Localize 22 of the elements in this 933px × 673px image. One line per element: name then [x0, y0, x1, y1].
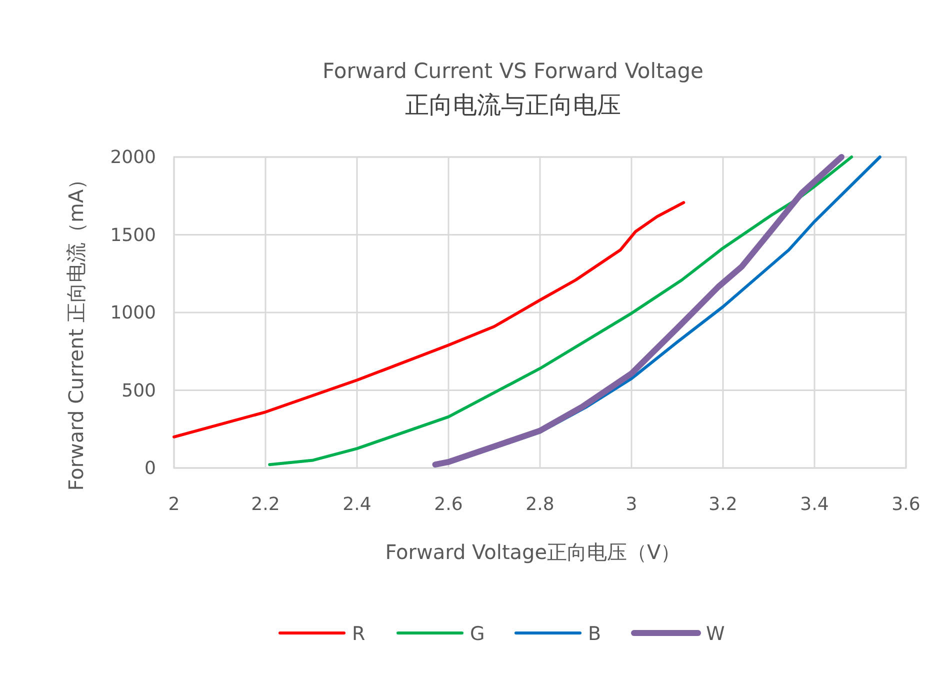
x-tick-label: 2.4 [342, 494, 372, 515]
x-axis-title: Forward Voltage正向电压（V） [385, 540, 681, 564]
legend-label: R [352, 623, 366, 645]
x-tick-label: 3.4 [800, 494, 829, 515]
chart-subtitle: 正向电流与正向电压 [405, 91, 621, 119]
y-tick-label: 500 [122, 380, 156, 402]
x-tick-label: 2.8 [526, 494, 554, 515]
y-tick-label: 1000 [110, 302, 156, 324]
legend-label: G [470, 623, 485, 645]
y-tick-label: 0 [144, 458, 156, 479]
x-tick-label: 2 [168, 494, 180, 515]
y-axis-title: Forward Current 正向电流（mA） [64, 169, 88, 491]
y-tick-label: 1500 [110, 224, 156, 246]
x-tick-label: 3 [626, 494, 638, 515]
y-tick-label: 2000 [110, 147, 156, 168]
legend-label: W [706, 623, 725, 645]
legend-label: B [588, 623, 602, 645]
x-tick-label: 2.2 [251, 494, 280, 515]
x-tick-label: 3.6 [892, 494, 920, 515]
x-tick-label: 2.6 [434, 494, 463, 515]
x-tick-label: 3.2 [708, 494, 738, 515]
chart-title: Forward Current VS Forward Voltage [322, 59, 704, 83]
